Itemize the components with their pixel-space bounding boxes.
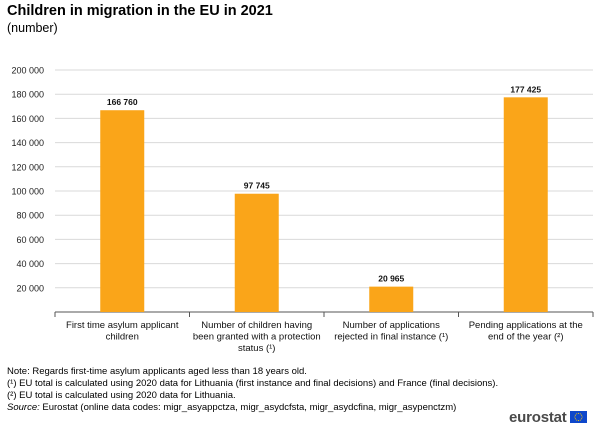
note-line: Note: Regards first-time asylum applican… xyxy=(7,366,307,377)
y-tick-label: 180 000 xyxy=(11,90,44,100)
x-category-label: status (¹) xyxy=(238,343,275,354)
y-tick-label: 100 000 xyxy=(11,187,44,197)
y-tick-label: 80 000 xyxy=(16,211,44,221)
chart-title: Children in migration in the EU in 2021 xyxy=(7,3,273,19)
y-tick-label: 40 000 xyxy=(16,259,44,269)
flag-star xyxy=(579,413,581,415)
flag-star xyxy=(577,412,579,414)
y-tick-label: 20 000 xyxy=(16,283,44,293)
eu-flag-icon xyxy=(569,411,587,423)
source-line: Source: Eurostat (online data codes: mig… xyxy=(7,402,567,414)
x-category-label: Pending applications at the xyxy=(469,320,583,331)
bar xyxy=(369,286,414,312)
source-label: Source: xyxy=(7,402,40,413)
flag-star xyxy=(574,414,576,416)
flag-star xyxy=(573,416,576,418)
flag-star xyxy=(580,418,582,420)
data-label: 177 425 xyxy=(510,84,541,94)
data-label: 20 965 xyxy=(378,274,404,284)
flag-background xyxy=(569,411,587,423)
flag-star xyxy=(580,414,582,416)
data-label: 166 760 xyxy=(107,97,138,107)
x-category-label: Number of children having xyxy=(201,320,312,331)
y-tick-label: 120 000 xyxy=(11,162,44,172)
footnotes: Note: Regards first-time asylum applican… xyxy=(7,366,567,414)
y-tick-label: 160 000 xyxy=(11,114,44,124)
x-category-label: been granted with a protection xyxy=(193,332,321,343)
x-category-label: children xyxy=(106,332,139,343)
source-text: Eurostat (online data codes: migr_asyapp… xyxy=(39,402,457,413)
y-tick-label: 200 000 xyxy=(11,66,44,76)
x-category-label: rejected in final instance (¹) xyxy=(334,332,448,343)
x-category-label: First time asylum applicant xyxy=(66,320,179,331)
flag-star xyxy=(577,420,579,422)
footnote-1: (¹) EU total is calculated using 2020 da… xyxy=(7,378,499,389)
flag-star xyxy=(579,419,581,421)
flag-star xyxy=(575,413,577,415)
data-label: 97 745 xyxy=(244,181,270,191)
y-tick-label: 60 000 xyxy=(16,235,44,245)
flag-star xyxy=(575,419,577,421)
bar xyxy=(100,110,145,312)
logo-text: eurostat xyxy=(509,408,567,426)
footnote-2: (²) EU total is calculated using 2020 da… xyxy=(7,390,236,401)
y-tick-label: 140 000 xyxy=(11,138,44,148)
x-category-label: Number of applications xyxy=(343,320,440,331)
chart-subtitle: (number) xyxy=(7,21,58,35)
bar-chart: 20 000 40 000 60 000 80 000 100 000 120 000 14… xyxy=(11,66,594,354)
bar xyxy=(503,97,548,312)
x-category-label: end of the year (²) xyxy=(488,332,564,343)
bar xyxy=(234,193,279,312)
flag-star xyxy=(574,418,576,420)
eurostat-logo: eurostat xyxy=(509,408,587,426)
flag-star xyxy=(581,416,583,418)
